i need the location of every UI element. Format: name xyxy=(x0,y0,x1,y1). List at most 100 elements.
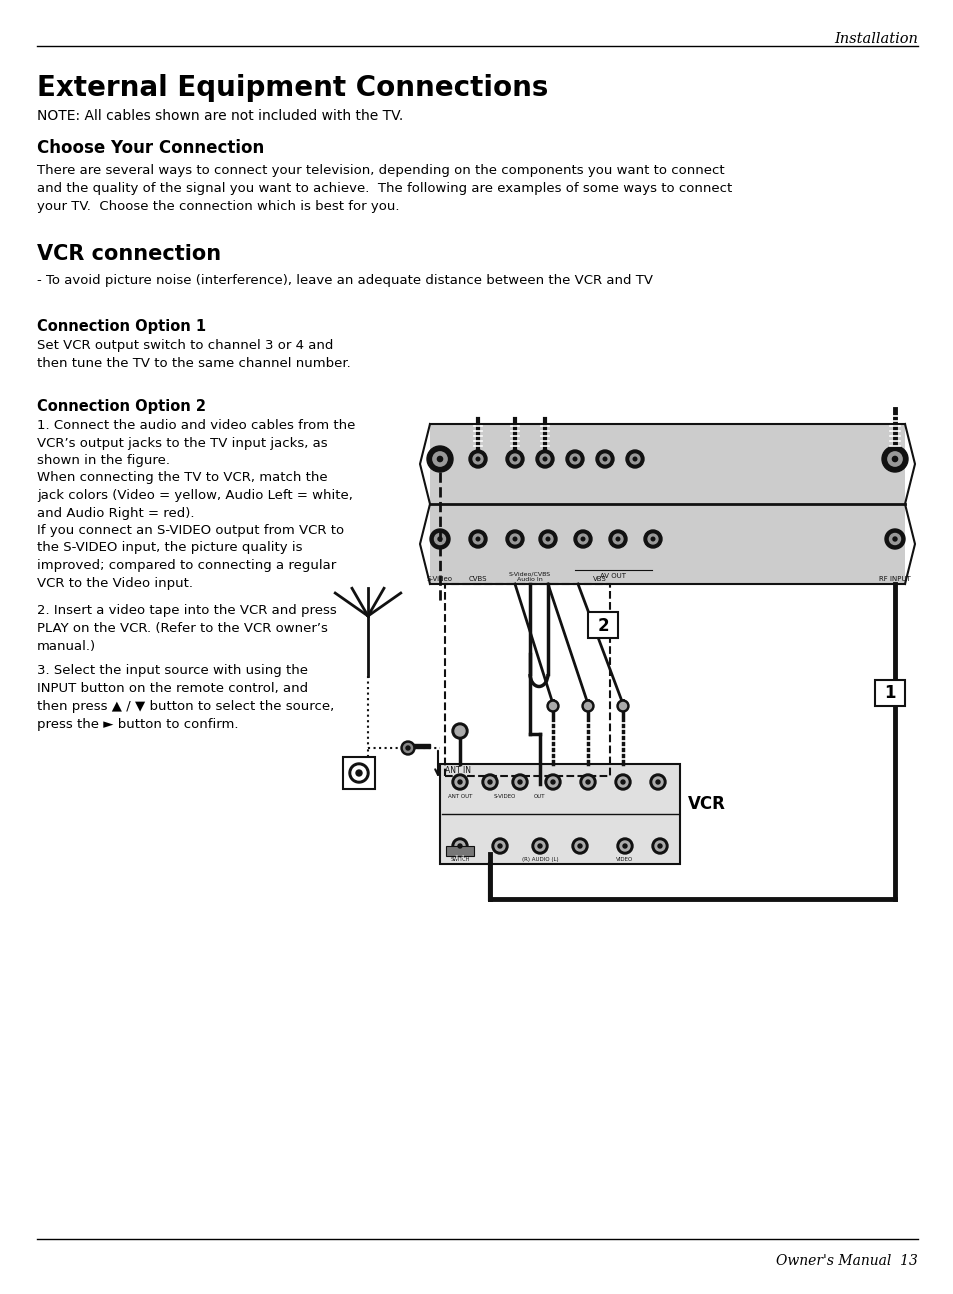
FancyBboxPatch shape xyxy=(430,424,904,584)
Circle shape xyxy=(436,457,442,462)
Circle shape xyxy=(582,776,593,787)
Circle shape xyxy=(618,703,626,709)
Text: Installation: Installation xyxy=(833,32,917,47)
Circle shape xyxy=(596,450,614,468)
Circle shape xyxy=(658,844,661,848)
Text: 3  4: 3 4 xyxy=(455,855,464,861)
Circle shape xyxy=(655,841,664,851)
Text: OUTPUT
SWITCH: OUTPUT SWITCH xyxy=(450,850,469,862)
Text: - To avoid picture noise (interference), leave an adequate distance between the : - To avoid picture noise (interference),… xyxy=(37,274,652,287)
Bar xyxy=(343,757,375,789)
Circle shape xyxy=(575,841,584,851)
Circle shape xyxy=(505,450,523,468)
Circle shape xyxy=(578,844,581,848)
Circle shape xyxy=(352,766,366,780)
Circle shape xyxy=(649,774,665,791)
Text: Choose Your Connection: Choose Your Connection xyxy=(37,138,264,157)
Text: ANT IN: ANT IN xyxy=(444,766,471,775)
Circle shape xyxy=(616,537,619,541)
Circle shape xyxy=(403,744,412,753)
Circle shape xyxy=(602,457,606,461)
Text: There are several ways to connect your television, depending on the components y: There are several ways to connect your t… xyxy=(37,164,732,214)
Circle shape xyxy=(578,534,587,543)
Circle shape xyxy=(633,457,637,461)
Circle shape xyxy=(620,780,624,784)
Circle shape xyxy=(581,700,594,712)
Bar xyxy=(874,681,904,707)
Circle shape xyxy=(512,774,527,791)
Circle shape xyxy=(427,446,453,472)
Circle shape xyxy=(481,774,497,791)
Circle shape xyxy=(615,774,630,791)
Circle shape xyxy=(572,839,587,854)
Circle shape xyxy=(495,841,504,851)
Circle shape xyxy=(580,537,584,541)
Circle shape xyxy=(584,703,591,709)
Circle shape xyxy=(579,774,596,791)
Circle shape xyxy=(887,452,902,466)
Text: S-VIDEO: S-VIDEO xyxy=(494,795,516,798)
Circle shape xyxy=(619,841,629,851)
Circle shape xyxy=(891,457,897,462)
Bar xyxy=(446,846,474,857)
Circle shape xyxy=(517,780,521,784)
Circle shape xyxy=(882,446,907,472)
Circle shape xyxy=(452,774,468,791)
Circle shape xyxy=(538,531,557,547)
Circle shape xyxy=(565,450,583,468)
Circle shape xyxy=(469,531,486,547)
Circle shape xyxy=(618,776,627,787)
Circle shape xyxy=(488,780,492,784)
Circle shape xyxy=(884,529,904,549)
Circle shape xyxy=(515,776,524,787)
Circle shape xyxy=(455,726,464,736)
Text: VBS: VBS xyxy=(593,576,606,582)
Circle shape xyxy=(539,454,549,465)
Text: VCR: VCR xyxy=(687,795,725,813)
Circle shape xyxy=(549,703,556,709)
Circle shape xyxy=(497,844,501,848)
Circle shape xyxy=(585,780,589,784)
Circle shape xyxy=(599,454,609,465)
Text: AV OUT: AV OUT xyxy=(599,573,625,578)
Circle shape xyxy=(643,531,661,547)
Bar xyxy=(439,763,679,864)
Circle shape xyxy=(537,844,541,848)
Bar xyxy=(587,612,618,638)
Circle shape xyxy=(652,776,662,787)
Circle shape xyxy=(651,839,667,854)
Circle shape xyxy=(647,534,658,543)
Text: 2. Insert a video tape into the VCR and press
PLAY on the VCR. (Refer to the VCR: 2. Insert a video tape into the VCR and … xyxy=(37,604,336,653)
Circle shape xyxy=(349,763,369,783)
Text: ANT OUT: ANT OUT xyxy=(447,795,472,798)
Text: (R) AUDIO (L): (R) AUDIO (L) xyxy=(521,857,558,862)
Text: OUT: OUT xyxy=(534,795,545,798)
Circle shape xyxy=(457,780,461,784)
Circle shape xyxy=(457,844,461,848)
Circle shape xyxy=(544,774,560,791)
Text: 1. Connect the audio and video cables from the
VCR’s output jacks to the TV inpu: 1. Connect the audio and video cables fr… xyxy=(37,419,355,590)
Circle shape xyxy=(546,700,558,712)
Circle shape xyxy=(492,839,507,854)
Circle shape xyxy=(505,531,523,547)
Circle shape xyxy=(613,534,622,543)
Circle shape xyxy=(625,450,643,468)
Circle shape xyxy=(535,841,544,851)
Text: NOTE: All cables shown are not included with the TV.: NOTE: All cables shown are not included … xyxy=(37,109,403,123)
Circle shape xyxy=(617,839,633,854)
Circle shape xyxy=(437,537,441,541)
Circle shape xyxy=(542,534,553,543)
Bar xyxy=(444,584,609,776)
Circle shape xyxy=(551,780,555,784)
Circle shape xyxy=(532,839,547,854)
Text: S-Video: S-Video xyxy=(427,576,453,582)
Circle shape xyxy=(656,780,659,784)
Circle shape xyxy=(434,533,445,545)
Circle shape xyxy=(510,534,519,543)
Circle shape xyxy=(476,457,479,461)
Circle shape xyxy=(542,457,546,461)
Text: RF INPUT: RF INPUT xyxy=(879,576,910,582)
Text: S-Video/CVBS
Audio In: S-Video/CVBS Audio In xyxy=(508,571,551,582)
Circle shape xyxy=(547,776,558,787)
Circle shape xyxy=(473,454,482,465)
